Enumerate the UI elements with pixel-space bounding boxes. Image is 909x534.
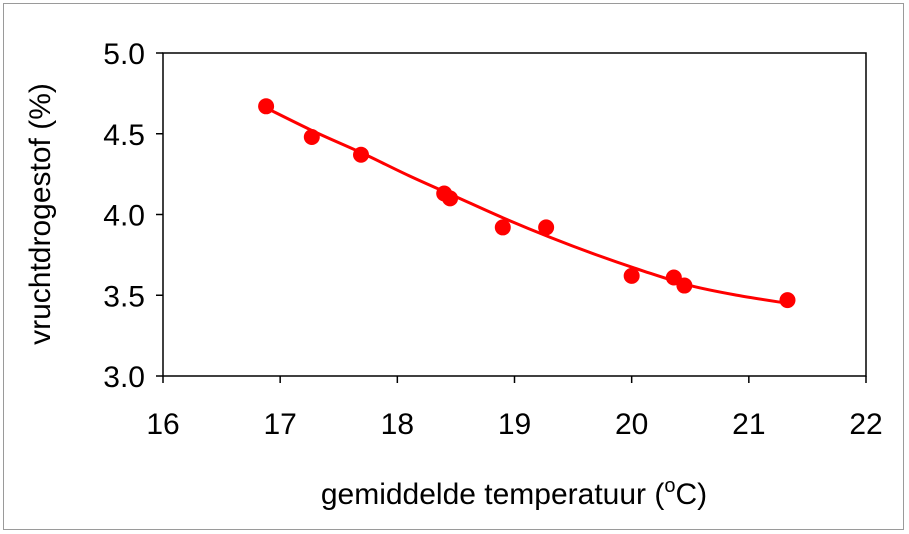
data-point — [303, 128, 320, 145]
data-points-group — [258, 98, 796, 309]
x-tick-label: 18 — [381, 408, 414, 441]
x-tick-label: 21 — [732, 408, 765, 441]
x-tick-label: 19 — [498, 408, 531, 441]
y-tick-label: 4.0 — [103, 200, 145, 233]
x-axis-title-main: gemiddelde temperatuur ( — [321, 478, 665, 511]
y-tick-label: 3.5 — [103, 280, 145, 313]
data-point — [258, 98, 275, 115]
data-point — [779, 292, 796, 309]
data-point — [494, 219, 511, 236]
x-tick-label: 22 — [849, 408, 882, 441]
data-point — [538, 219, 555, 236]
x-axis-title: gemiddelde temperatuur (oC) — [321, 475, 707, 511]
x-axis-title-suffix: C) — [676, 478, 708, 511]
y-tick-label: 5.0 — [103, 38, 145, 71]
y-tick-label: 4.5 — [103, 119, 145, 152]
data-point — [353, 146, 370, 163]
data-point — [623, 267, 640, 284]
axis-ticks: 16 17 18 19 20 21 22 3.0 3.5 4.0 4.5 5.0 — [103, 38, 882, 441]
data-point — [442, 190, 459, 207]
y-axis-title: vruchtdrogestof (%) — [24, 83, 57, 345]
x-tick-label: 17 — [263, 408, 296, 441]
x-axis-title-superscript: o — [664, 475, 675, 497]
data-point — [676, 277, 693, 294]
x-tick-label: 16 — [146, 408, 179, 441]
plot-area — [162, 52, 867, 377]
x-tick-label: 20 — [615, 408, 648, 441]
y-tick-label: 3.0 — [103, 361, 145, 394]
